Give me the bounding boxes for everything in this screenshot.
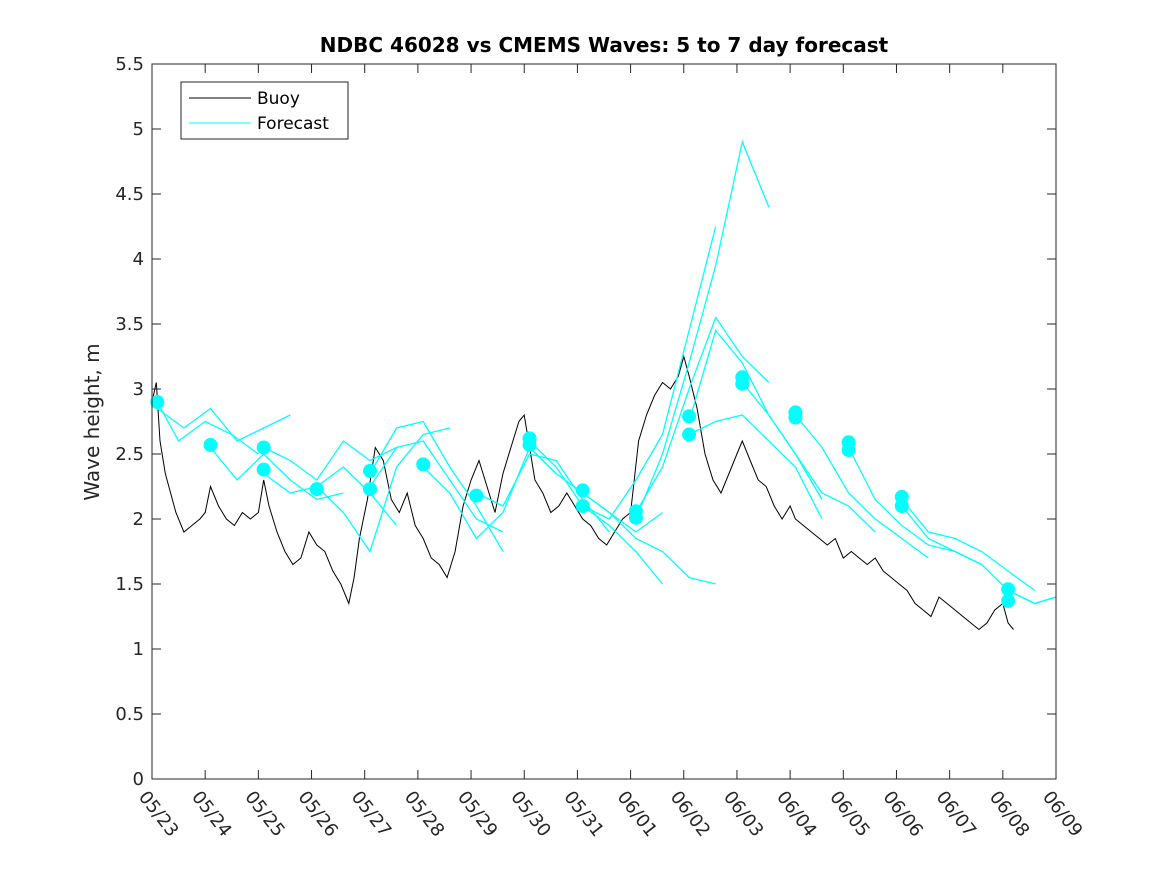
x-tick-label: 06/03 bbox=[719, 787, 767, 841]
forecast-marker-18 bbox=[735, 376, 750, 391]
series-line-buoy bbox=[151, 354, 1014, 631]
forecast-marker-24 bbox=[894, 499, 909, 513]
forecast-marker-0 bbox=[150, 395, 165, 409]
forecast-marker-7 bbox=[416, 457, 431, 472]
plot-background bbox=[152, 64, 1056, 779]
x-tick-label: 05/23 bbox=[134, 787, 182, 841]
y-tick-label: 2.5 bbox=[115, 444, 144, 465]
legend: Buoy Forecast bbox=[180, 81, 349, 140]
series-line-forecast-1 bbox=[156, 407, 291, 442]
x-tick-label: 06/07 bbox=[932, 787, 980, 841]
forecast-marker-6 bbox=[363, 482, 378, 497]
legend-label-buoy: Buoy bbox=[257, 89, 300, 109]
series-line-forecast-7 bbox=[369, 440, 504, 533]
y-tick-label: 5 bbox=[133, 119, 144, 140]
x-tick-label: 06/05 bbox=[825, 787, 873, 841]
x-tick-label: 05/24 bbox=[187, 787, 235, 841]
series-line-forecast-14 bbox=[635, 139, 770, 520]
series-line-forecast-10 bbox=[529, 440, 664, 585]
forecast-marker-8 bbox=[469, 488, 484, 503]
forecast-marker-20 bbox=[788, 410, 803, 425]
series-line-forecast-21 bbox=[901, 499, 1036, 592]
forecast-marker-15 bbox=[682, 409, 697, 424]
series-line-forecast-19 bbox=[794, 414, 929, 559]
x-tick-label: 06/06 bbox=[879, 787, 927, 841]
series-layer bbox=[150, 139, 1057, 631]
x-tick-label: 05/29 bbox=[453, 787, 501, 841]
forecast-marker-26 bbox=[1001, 593, 1016, 608]
legend-label-forecast: Forecast bbox=[257, 114, 329, 134]
y-tick-label: 3 bbox=[133, 379, 144, 400]
y-tick-label: 4 bbox=[133, 249, 144, 270]
forecast-marker-14 bbox=[628, 510, 643, 525]
forecast-marker-10 bbox=[522, 437, 537, 452]
x-tick-label: 05/27 bbox=[347, 787, 395, 841]
series-line-forecast-2 bbox=[209, 447, 344, 501]
series-line-forecast-3 bbox=[263, 440, 397, 481]
y-tick-label: 1.5 bbox=[115, 574, 144, 595]
x-tick-label: 05/30 bbox=[506, 787, 554, 841]
plot-area bbox=[152, 64, 1056, 779]
series-line-forecast-5 bbox=[316, 427, 450, 553]
y-tick-label: 3.5 bbox=[115, 314, 144, 335]
x-tick-label: 06/09 bbox=[1038, 787, 1086, 841]
forecast-marker-1 bbox=[203, 437, 218, 452]
chart-title: NDBC 46028 vs CMEMS Waves: 5 to 7 day fo… bbox=[320, 33, 889, 57]
y-tick-label: 1 bbox=[133, 639, 144, 660]
series-line-forecast-6 bbox=[369, 420, 504, 552]
x-tick-label: 06/01 bbox=[613, 787, 661, 841]
series-line-forecast-23 bbox=[1007, 589, 1057, 605]
series-line-forecast-13 bbox=[582, 492, 716, 585]
y-tick-label: 2 bbox=[133, 509, 144, 530]
y-tick-label: 5.5 bbox=[115, 54, 144, 75]
x-tick-label: 06/04 bbox=[772, 787, 820, 841]
x-tick-label: 05/31 bbox=[559, 787, 607, 841]
legend-box bbox=[180, 81, 349, 140]
axes-frame bbox=[151, 63, 1057, 780]
forecast-marker-2 bbox=[256, 440, 271, 455]
x-tick-label: 06/02 bbox=[666, 787, 714, 841]
x-tick-label: 05/28 bbox=[400, 787, 448, 841]
series-line-forecast-4 bbox=[263, 466, 398, 526]
forecast-marker-4 bbox=[309, 482, 324, 497]
forecast-marker-25 bbox=[1001, 582, 1016, 597]
forecast-marker-11 bbox=[575, 483, 590, 498]
forecast-marker-16 bbox=[682, 427, 697, 442]
y-tick-label: 0.5 bbox=[115, 704, 144, 725]
y-axis-label: Wave height, m bbox=[80, 343, 104, 500]
forecast-marker-22 bbox=[841, 443, 856, 458]
series-line-forecast-16 bbox=[688, 414, 823, 520]
series-line-forecast-15 bbox=[635, 316, 770, 513]
series-line-forecast-18 bbox=[741, 382, 876, 533]
y-tick-label: 0 bbox=[133, 769, 144, 790]
forecast-marker-12 bbox=[575, 499, 590, 513]
x-tick-label: 05/26 bbox=[294, 787, 342, 841]
x-tick-label: 05/25 bbox=[240, 787, 288, 841]
forecast-marker-3 bbox=[256, 462, 271, 477]
series-line-forecast-0 bbox=[156, 401, 259, 455]
forecast-marker-5 bbox=[363, 463, 378, 478]
y-tick-label: 4.5 bbox=[115, 184, 144, 205]
series-line-forecast-12 bbox=[582, 226, 717, 520]
x-tick-label: 06/08 bbox=[985, 787, 1033, 841]
